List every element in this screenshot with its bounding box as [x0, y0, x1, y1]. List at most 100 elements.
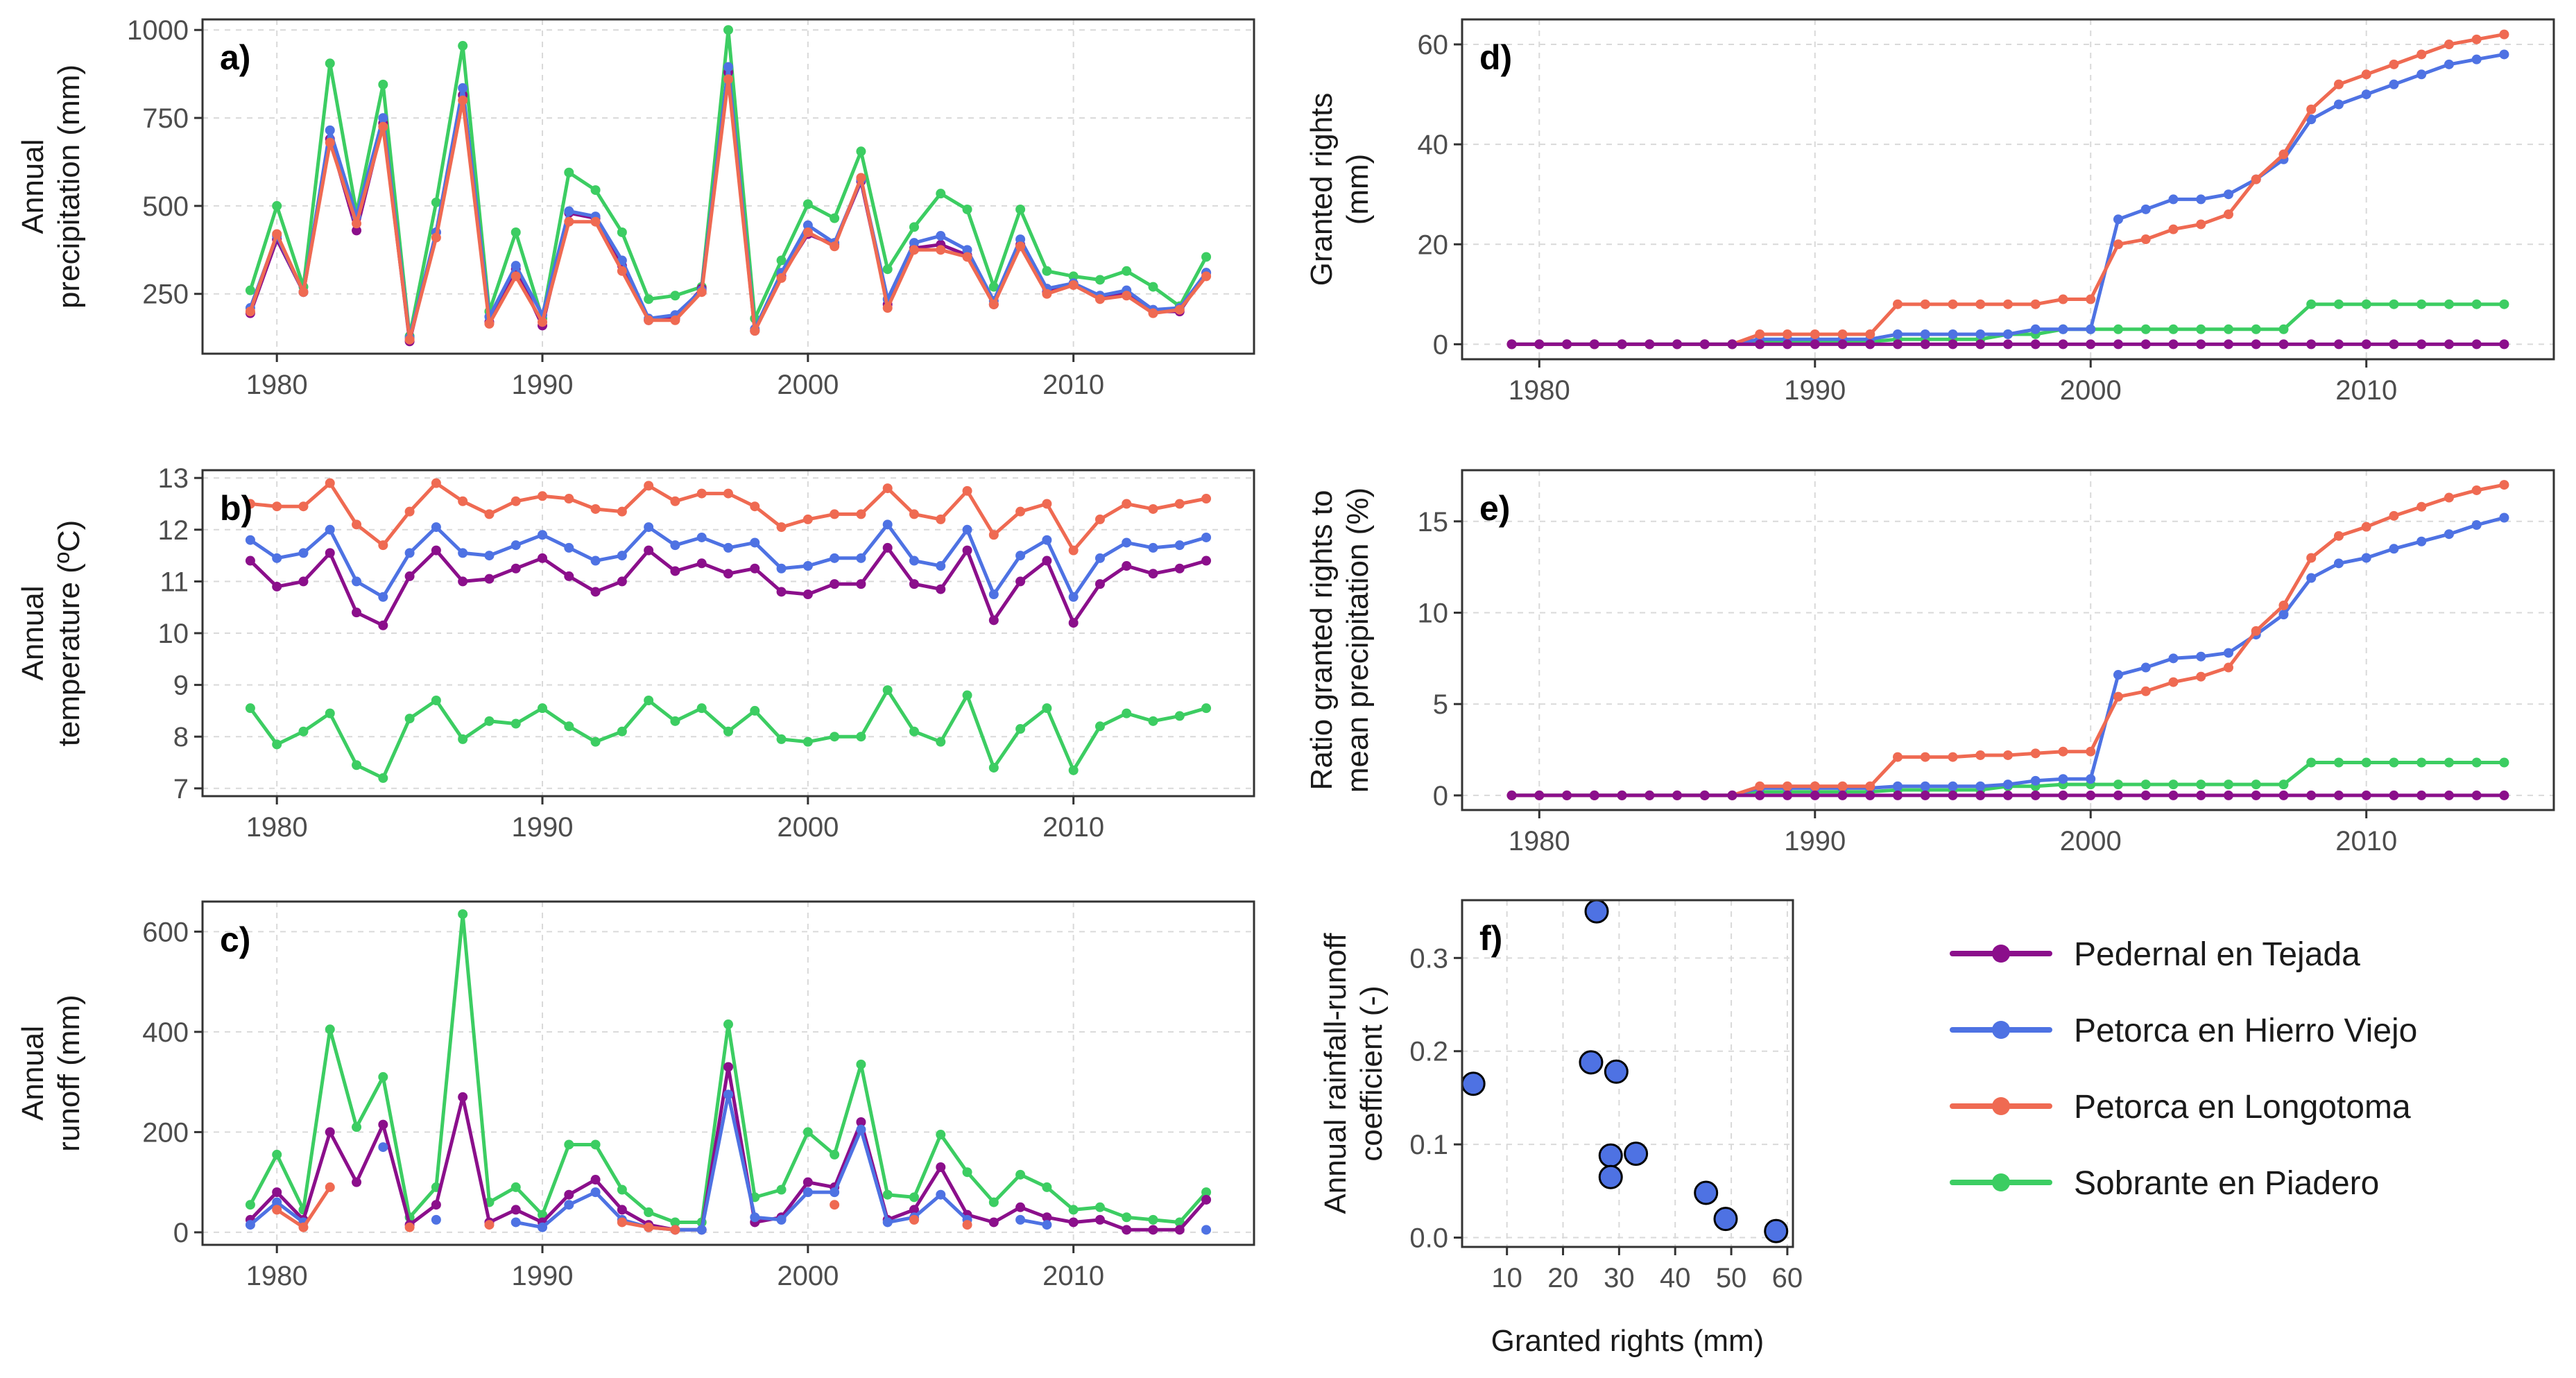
- legend-marker: [1992, 1021, 2010, 1039]
- data-point: [431, 478, 441, 488]
- data-point: [750, 705, 760, 716]
- y-tick-label: 0.3: [1409, 943, 1448, 974]
- x-axis-title: Granted rights (mm): [1491, 1324, 1764, 1358]
- data-point: [723, 542, 733, 553]
- data-point: [2333, 531, 2344, 541]
- data-point: [750, 326, 760, 336]
- data-point: [617, 266, 627, 276]
- data-point: [2499, 790, 2509, 800]
- y-tick-label: 12: [158, 515, 189, 546]
- y-tick-label: 0: [173, 1218, 189, 1248]
- data-point: [696, 1225, 707, 1235]
- data-point: [1948, 781, 1958, 791]
- data-point: [2333, 757, 2344, 768]
- data-point: [750, 563, 760, 574]
- data-point: [909, 245, 919, 255]
- data-point: [723, 1090, 733, 1100]
- legend-entry: Petorca en Longotoma: [1950, 1089, 2411, 1126]
- data-point: [2086, 339, 2096, 350]
- series-petorca-en-hierro-viejo: [245, 1090, 1212, 1235]
- data-point: [298, 726, 309, 737]
- data-point: [1920, 329, 1930, 339]
- data-point: [2278, 339, 2289, 350]
- data-point: [1068, 271, 1079, 282]
- data-point: [882, 1217, 893, 1228]
- data-point: [564, 1200, 574, 1210]
- data-point: [272, 501, 282, 512]
- data-point: [776, 734, 787, 744]
- data-point: [272, 1187, 282, 1198]
- data-point: [1755, 329, 1765, 339]
- data-point: [750, 501, 760, 512]
- data-point: [2361, 522, 2371, 532]
- data-point: [1201, 1225, 1212, 1235]
- data-point: [723, 726, 733, 737]
- data-point: [352, 1177, 362, 1187]
- data-point: [564, 571, 574, 581]
- data-point: [1122, 1212, 1132, 1223]
- data-point: [1506, 339, 1517, 350]
- data-point: [1015, 234, 1026, 245]
- data-point: [1893, 299, 1903, 309]
- data-point: [510, 1205, 521, 1215]
- data-point: [510, 563, 521, 574]
- data-point: [325, 1182, 335, 1192]
- data-point: [2196, 324, 2206, 334]
- data-point: [856, 553, 866, 563]
- data-point: [1201, 1194, 1212, 1205]
- data-point: [458, 1092, 468, 1102]
- data-point: [830, 241, 840, 252]
- data-point: [962, 252, 972, 262]
- data-point: [1068, 592, 1079, 602]
- panel-a: 1980 1990 2000 2010 250 500 750 1000 a) Annualpre…: [16, 15, 1255, 400]
- x-tick-label: 1990: [512, 370, 574, 400]
- data-point: [2333, 79, 2344, 89]
- data-point: [2278, 780, 2289, 790]
- y-tick-label: 10: [158, 619, 189, 649]
- data-point: [1948, 790, 1958, 800]
- data-point: [2416, 49, 2427, 60]
- data-point: [2471, 34, 2482, 44]
- y-tick-label: 7: [173, 774, 189, 804]
- data-point: [988, 299, 999, 309]
- series-petorca-en-hierro-viejo: [245, 519, 1212, 602]
- data-point: [2140, 662, 2151, 673]
- data-point: [590, 737, 601, 747]
- data-point: [378, 592, 388, 602]
- data-point: [1148, 569, 1158, 579]
- data-point: [1672, 790, 1683, 800]
- data-point: [2140, 790, 2151, 800]
- y-tick-label: 0.0: [1409, 1223, 1448, 1254]
- data-point: [1783, 781, 1793, 791]
- data-point: [2113, 239, 2123, 250]
- y-tick-label: 0.1: [1409, 1130, 1448, 1160]
- data-point: [1201, 532, 1212, 542]
- data-point: [325, 137, 335, 148]
- data-point: [2499, 480, 2509, 490]
- data-point: [988, 282, 999, 292]
- data-point: [2471, 339, 2482, 350]
- data-point: [378, 773, 388, 783]
- data-point: [1148, 308, 1158, 318]
- data-point: [2168, 677, 2179, 687]
- data-point: [538, 553, 548, 563]
- x-tick-label: 2000: [2060, 375, 2122, 406]
- data-point: [2196, 219, 2206, 230]
- data-point: [1975, 329, 1986, 339]
- data-point: [352, 608, 362, 618]
- data-point: [1042, 499, 1052, 509]
- data-point: [510, 540, 521, 551]
- data-point: [1810, 339, 1820, 350]
- data-point: [564, 216, 574, 227]
- data-point: [272, 1205, 282, 1215]
- data-point: [1534, 339, 1545, 350]
- data-point: [882, 519, 893, 530]
- x-tick-label: 1990: [1784, 375, 1846, 406]
- x-tick-label: 20: [1547, 1263, 1579, 1293]
- data-point: [830, 1200, 840, 1210]
- data-point: [1068, 1217, 1079, 1228]
- panel-label: b): [220, 489, 252, 528]
- data-point: [272, 553, 282, 563]
- data-point: [696, 488, 707, 499]
